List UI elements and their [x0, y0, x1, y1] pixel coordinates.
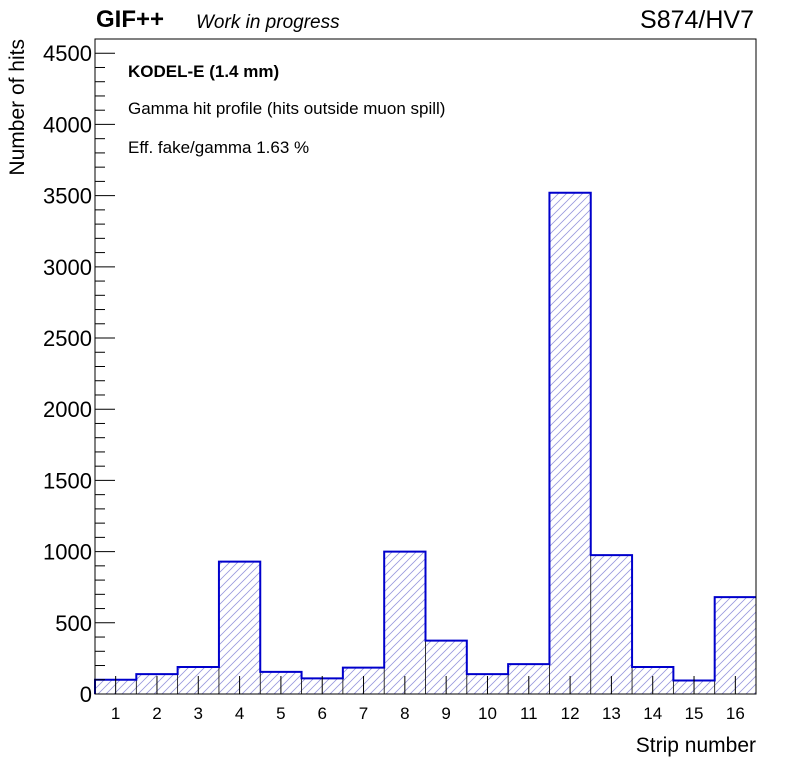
y-tick-label: 3000 — [43, 255, 92, 280]
x-axis-label: Strip number — [636, 734, 756, 757]
x-tick-label: 2 — [152, 704, 161, 723]
x-tick-label: 15 — [685, 704, 704, 723]
x-tick-label: 16 — [726, 704, 745, 723]
histogram-bar-12 — [549, 192, 591, 695]
x-tick-label: 3 — [194, 704, 203, 723]
x-tick-label: 5 — [276, 704, 285, 723]
y-tick-label: 3500 — [43, 184, 92, 209]
y-tick-label: 0 — [80, 682, 92, 707]
x-tick-label: 10 — [478, 704, 497, 723]
y-axis-label: Number of hits — [6, 39, 29, 176]
x-tick-label: 7 — [359, 704, 368, 723]
y-tick-label: 2500 — [43, 326, 92, 351]
histogram-bar-8 — [384, 551, 426, 694]
x-tick-label: 11 — [520, 704, 538, 723]
chamber-label: KODEL-E (1.4 mm) — [128, 62, 279, 81]
run-label: S874/HV7 — [640, 6, 754, 34]
x-tick-label: 12 — [561, 704, 580, 723]
x-tick-label: 9 — [441, 704, 450, 723]
efficiency-label: Eff. fake/gamma 1.63 % — [128, 138, 309, 157]
y-tick-label: 2000 — [43, 397, 92, 422]
y-tick-label: 4500 — [43, 41, 92, 66]
histogram-bar-13 — [590, 555, 633, 694]
profile-label: Gamma hit profile (hits outside muon spi… — [128, 99, 445, 118]
x-tick-label: 14 — [643, 704, 662, 723]
x-tick-label: 13 — [602, 704, 621, 723]
y-tick-label: 500 — [55, 611, 92, 636]
x-tick-label: 8 — [400, 704, 409, 723]
histogram-outline — [94, 191, 756, 694]
x-tick-label: 4 — [235, 704, 244, 723]
status-label: Work in progress — [196, 12, 340, 33]
y-axis: 0 500 1000 1500 2000 2500 3000 3500 4000 4500 — [43, 38, 115, 707]
y-tick-label: 1500 — [43, 468, 92, 493]
y-tick-label: 1000 — [43, 540, 92, 565]
brand-title: GIF++ — [96, 6, 165, 33]
y-tick-label: 4000 — [43, 112, 92, 137]
histogram-bar-4 — [218, 561, 261, 694]
x-axis: 1 2 3 4 5 6 7 8 9 10 11 12 13 14 15 16 — [111, 676, 745, 723]
x-tick-label: 6 — [317, 704, 326, 723]
x-tick-label: 1 — [111, 704, 120, 723]
